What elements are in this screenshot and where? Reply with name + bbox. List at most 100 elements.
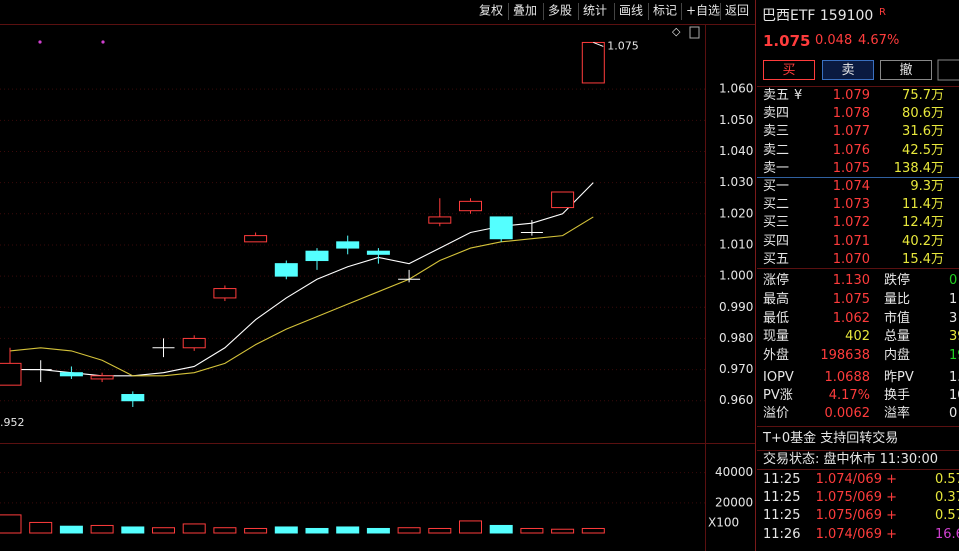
volume-bar	[59, 525, 83, 534]
book-price: 1.078	[832, 106, 870, 122]
candle-body	[121, 394, 145, 402]
trade-button[interactable]: 撤	[880, 60, 932, 80]
book-price: 1.071	[832, 233, 870, 249]
toolbar-button[interactable]: 复权	[479, 4, 503, 18]
stat-value: 0	[949, 406, 958, 422]
book-price: 1.077	[832, 124, 870, 140]
y-tick-label: 1.010	[719, 237, 753, 251]
y-tick-label: 1.020	[719, 206, 753, 220]
toolbar-button[interactable]: 叠加	[513, 4, 537, 18]
book-price: 1.072	[832, 215, 870, 231]
trade-price: 1.075/069 +	[815, 490, 897, 506]
trade-volume: 0.37	[935, 490, 959, 506]
volume-bar	[428, 527, 452, 534]
toolbar-button[interactable]: 统计	[583, 4, 607, 18]
volume-bar	[489, 524, 513, 534]
stat-value: 3	[949, 310, 958, 326]
y-tick-label: 1.060	[719, 82, 753, 96]
volume-bar	[459, 520, 482, 534]
stat-label: 总量	[884, 329, 911, 345]
marker-dot	[101, 40, 105, 44]
stat-label: 现量	[763, 329, 790, 345]
stat-label: 跌停	[884, 273, 911, 288]
price-change: 0.048	[815, 33, 853, 48]
toolbar-button[interactable]: +自选	[686, 4, 720, 18]
y-tick-label: 40000	[715, 465, 753, 479]
volume-bar	[29, 521, 53, 534]
y-tick-label: 1.000	[719, 269, 753, 283]
volume-bar	[366, 527, 390, 534]
stat-value: 0	[949, 273, 958, 288]
candle-body	[213, 288, 237, 299]
toolbar-button[interactable]: 标记	[653, 4, 677, 18]
candle-body	[274, 263, 298, 277]
icon[interactable]	[689, 26, 700, 39]
trade-time: 11:25	[763, 490, 801, 506]
volume-bar	[0, 514, 22, 534]
book-price: 1.074	[832, 179, 870, 194]
candle-body	[428, 216, 452, 224]
candle-body	[581, 41, 605, 84]
book-label: 卖二	[763, 142, 790, 158]
stat-label: 市值	[884, 310, 911, 326]
trade-button[interactable]: 买	[763, 60, 815, 80]
volume-bar	[520, 527, 544, 534]
book-label: 买一	[763, 179, 790, 194]
moving-average	[9, 216, 594, 377]
stat-value: 1.130	[832, 273, 870, 288]
volume-bar	[182, 523, 206, 534]
y-tick-label: 0.990	[719, 300, 753, 314]
icon[interactable]: ◇	[672, 25, 681, 38]
book-volume: 9.3万	[910, 179, 944, 194]
stat-value: 19	[949, 348, 959, 364]
candle-body	[90, 375, 114, 380]
candle-body	[305, 250, 329, 262]
last-price: 1.075	[763, 32, 811, 50]
book-label: 卖四	[763, 106, 790, 122]
badge: R	[879, 7, 886, 18]
trade-price: 1.074/069 +	[815, 472, 897, 487]
stat-label: 换手	[884, 388, 911, 404]
book-volume: 80.6万	[902, 106, 944, 122]
candle-body	[551, 191, 575, 209]
y-tick-label: 1.040	[719, 144, 753, 158]
book-label: 买三	[763, 215, 790, 231]
toolbar-button[interactable]: 多股	[548, 4, 572, 18]
stat-label: 内盘	[884, 348, 911, 364]
volume-bar	[152, 527, 175, 534]
book-volume: 75.7万	[902, 88, 944, 103]
stat-value: 1.062	[832, 310, 870, 326]
candle-body	[244, 235, 268, 243]
book-label: 买四	[763, 233, 790, 249]
volume-bar	[551, 528, 575, 534]
trade-button[interactable]: 卖	[822, 60, 874, 80]
book-label: 卖三	[763, 124, 790, 140]
volume-bar	[305, 527, 329, 534]
candle-body	[336, 241, 360, 249]
low-label: .952	[0, 416, 25, 429]
candle-body	[489, 216, 513, 240]
y-tick-label: 1.030	[719, 175, 753, 189]
stat-label: 最低	[763, 310, 790, 326]
stat-value: 1.0688	[824, 370, 871, 385]
book-volume: 12.4万	[902, 215, 944, 231]
book-label: 卖五	[763, 88, 790, 103]
y-tick-label: 0.980	[719, 331, 753, 345]
stat-value: 39	[949, 329, 959, 345]
stat-label: 涨停	[763, 273, 790, 288]
trade-time: 11:26	[763, 526, 801, 542]
trade-button[interactable]	[937, 59, 959, 81]
stat-label: 最高	[763, 291, 790, 307]
fund-note: T+0基金 支持回转交易	[763, 431, 899, 446]
toolbar-button[interactable]: 画线	[619, 4, 643, 18]
trading-status: 交易状态: 盘中休市 11:30:00	[763, 452, 939, 467]
stat-value: 10	[949, 388, 959, 404]
toolbar-button[interactable]: 返回	[725, 4, 749, 18]
stat-label: 溢率	[884, 406, 911, 422]
book-label: 买五	[763, 251, 790, 267]
book-volume: 31.6万	[902, 124, 944, 140]
book-price: 1.076	[832, 142, 870, 158]
